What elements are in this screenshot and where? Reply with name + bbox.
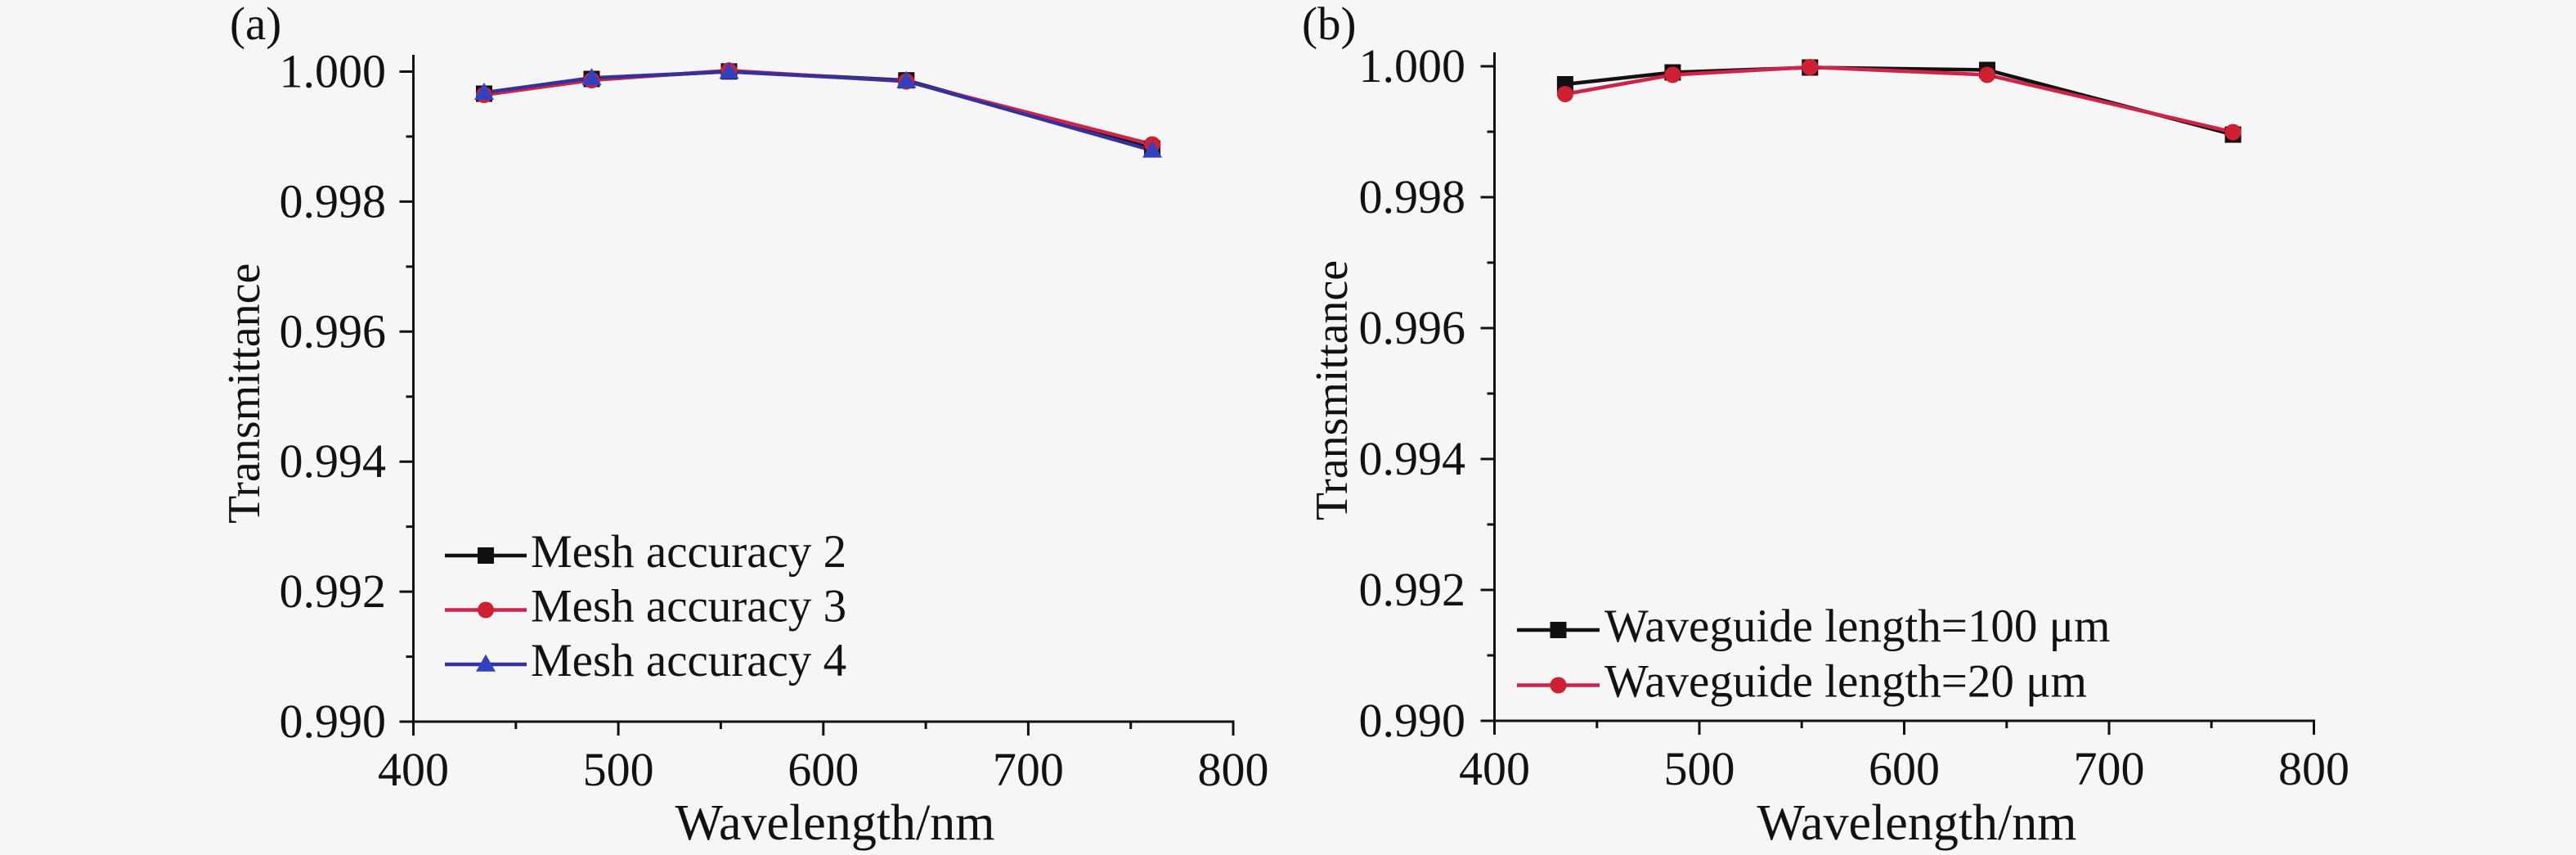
svg-text:800: 800 [2278, 742, 2349, 795]
svg-text:0.992: 0.992 [280, 565, 387, 618]
svg-text:1.000: 1.000 [280, 45, 387, 98]
svg-text:Mesh accuracy 2: Mesh accuracy 2 [531, 526, 846, 578]
svg-text:600: 600 [788, 743, 859, 796]
svg-text:500: 500 [583, 743, 654, 796]
svg-text:Wavelength/nm: Wavelength/nm [1757, 795, 2076, 851]
svg-text:(a): (a) [230, 0, 281, 50]
svg-text:0.992: 0.992 [1359, 563, 1466, 616]
svg-text:Mesh accuracy 3: Mesh accuracy 3 [531, 581, 846, 632]
svg-text:800: 800 [1198, 743, 1269, 796]
svg-text:0.994: 0.994 [280, 434, 387, 488]
svg-text:Waveguide length=100 μm: Waveguide length=100 μm [1604, 601, 2110, 652]
svg-text:0.998: 0.998 [280, 174, 387, 227]
svg-text:400: 400 [378, 743, 449, 796]
svg-text:700: 700 [993, 743, 1064, 796]
svg-text:1.000: 1.000 [1359, 39, 1466, 92]
svg-text:0.998: 0.998 [1359, 170, 1466, 223]
svg-text:700: 700 [2074, 742, 2145, 795]
svg-text:Transmittance: Transmittance [219, 263, 270, 524]
svg-text:0.990: 0.990 [280, 695, 387, 748]
svg-text:Wavelength/nm: Wavelength/nm [675, 795, 994, 851]
svg-text:400: 400 [1459, 742, 1530, 795]
svg-text:Waveguide length=20 μm: Waveguide length=20 μm [1604, 656, 2087, 708]
svg-text:600: 600 [1869, 742, 1940, 795]
svg-text:Mesh accuracy 4: Mesh accuracy 4 [531, 635, 846, 686]
svg-text:0.994: 0.994 [1359, 432, 1466, 485]
svg-text:Transmittance: Transmittance [1307, 260, 1358, 520]
svg-text:(b): (b) [1302, 0, 1356, 50]
svg-text:0.990: 0.990 [1359, 694, 1466, 747]
svg-text:500: 500 [1664, 742, 1735, 795]
svg-text:0.996: 0.996 [1359, 301, 1466, 354]
svg-text:0.996: 0.996 [280, 304, 387, 358]
